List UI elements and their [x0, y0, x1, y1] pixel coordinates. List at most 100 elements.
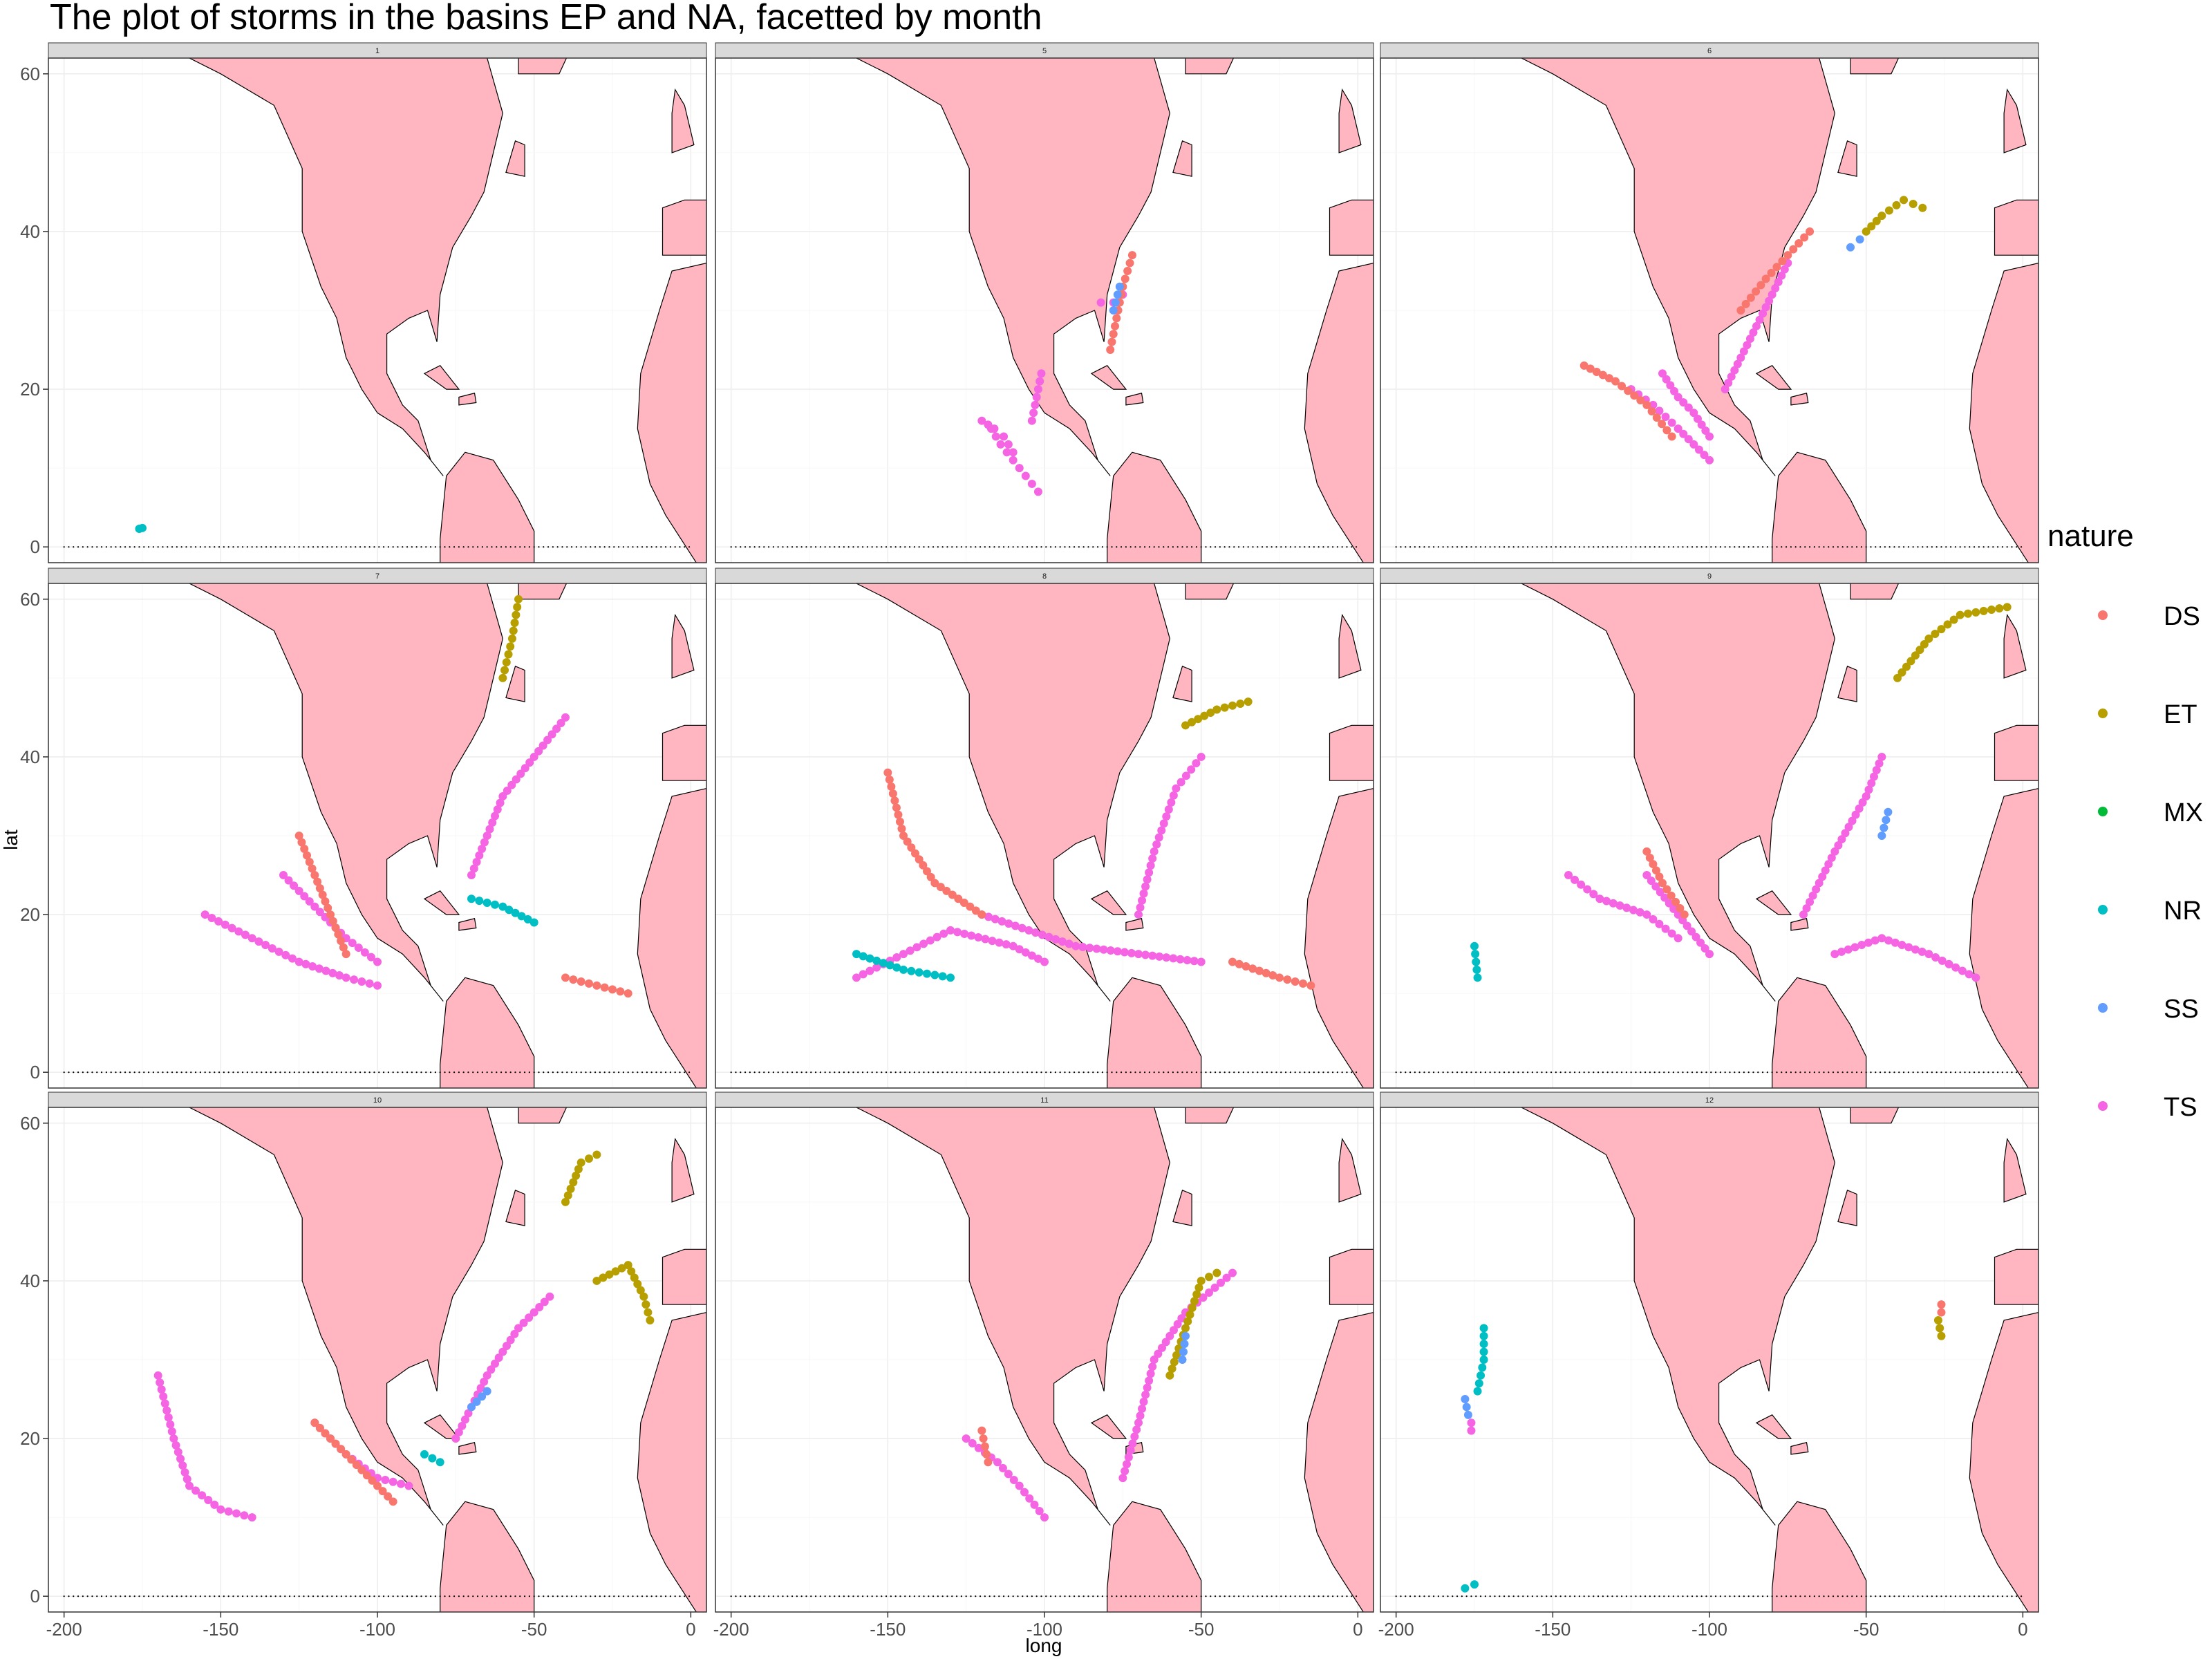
- map-equator-dot: [547, 1071, 550, 1074]
- map-equator-dot: [1954, 1071, 1956, 1074]
- map-equator-dot: [679, 1071, 681, 1074]
- storm-point-ET: [1906, 657, 1915, 666]
- storm-point-TS: [1577, 880, 1586, 889]
- map-equator-dot: [937, 1071, 939, 1074]
- storm-point-TS: [279, 871, 288, 880]
- map-equator-dot: [298, 546, 300, 548]
- storm-point-TS: [1768, 290, 1777, 299]
- map-equator-dot: [1017, 1071, 1019, 1074]
- map-land: [1520, 583, 1835, 1002]
- map-equator-dot: [861, 546, 864, 548]
- storm-point-TS: [1145, 1376, 1154, 1385]
- map-equator-dot: [1860, 1071, 1862, 1074]
- map-equator-dot: [246, 1071, 248, 1074]
- map-equator-dot: [857, 1071, 859, 1074]
- storm-point-DS: [310, 1418, 319, 1427]
- storm-point-TS: [1190, 957, 1199, 966]
- map-equator-dot: [1116, 1595, 1118, 1597]
- map-equator-dot: [810, 1071, 812, 1074]
- map-equator-dot: [988, 546, 991, 548]
- map-equator-dot: [1931, 1595, 1933, 1597]
- map-equator-dot: [167, 1595, 169, 1597]
- map-equator-dot: [1517, 1071, 1519, 1074]
- map-land: [1172, 1189, 1192, 1226]
- map-equator-dot: [1804, 1595, 1806, 1597]
- map-equator-dot: [1630, 546, 1632, 548]
- map-equator-dot: [763, 1595, 765, 1597]
- storm-point-SS: [1109, 306, 1118, 315]
- storm-point-TS: [482, 832, 491, 840]
- facet-panel-border: [48, 583, 707, 1089]
- map-equator-dot: [1355, 546, 1358, 548]
- map-equator-dot: [1409, 1595, 1412, 1597]
- storm-point-TS: [1170, 1326, 1178, 1335]
- map-equator-dot: [1073, 1071, 1076, 1074]
- storm-point-TS: [926, 936, 935, 945]
- storm-point-DS: [1112, 314, 1121, 323]
- map-equator-dot: [547, 1595, 550, 1597]
- map-equator-dot: [1964, 546, 1966, 548]
- map-equator-dot: [1658, 546, 1660, 548]
- storm-point-DS: [561, 973, 570, 982]
- map-equator-dot: [1002, 546, 1005, 548]
- map-land: [1172, 140, 1192, 177]
- map-equator-dot: [1945, 546, 1947, 548]
- map-equator-dot: [984, 1595, 986, 1597]
- storm-point-TS: [366, 953, 375, 962]
- map-equator-dot: [1714, 1071, 1717, 1074]
- map-equator-dot: [857, 1595, 859, 1597]
- storm-point-DS: [1778, 256, 1787, 265]
- map-equator-dot: [740, 1595, 742, 1597]
- storm-point-TS: [153, 1371, 162, 1380]
- storm-point-DS: [979, 1434, 988, 1443]
- storm-point-TS: [1724, 378, 1733, 387]
- map-equator-dot: [1766, 546, 1768, 548]
- map-equator-dot: [1663, 546, 1665, 548]
- map-equator-dot: [1158, 1071, 1160, 1074]
- map-equator-dot: [1479, 546, 1482, 548]
- map-land: [1850, 58, 1900, 75]
- map-equator-dot: [261, 1071, 263, 1074]
- storm-point-ET: [1949, 615, 1958, 624]
- storm-point-TS: [485, 825, 494, 834]
- map-equator-dot: [1045, 1071, 1047, 1074]
- map-land: [1994, 724, 2038, 781]
- storm-point-NR: [428, 1454, 437, 1463]
- map-equator-dot: [1106, 1071, 1108, 1074]
- storm-point-ET: [1979, 606, 1988, 615]
- map-equator-dot: [476, 546, 479, 548]
- map-equator-dot: [1776, 1071, 1778, 1074]
- map-equator-dot: [857, 546, 859, 548]
- map-equator-dot: [1456, 546, 1459, 548]
- storm-point-DS: [1746, 293, 1755, 302]
- map-equator-dot: [590, 1595, 592, 1597]
- storm-point-TS: [1106, 946, 1115, 955]
- map-equator-dot: [261, 1595, 263, 1597]
- map-equator-dot: [1818, 546, 1820, 548]
- map-equator-dot: [1569, 1595, 1571, 1597]
- map-equator-dot: [528, 1071, 530, 1074]
- storm-point-TS: [1655, 406, 1664, 415]
- storm-point-DS: [982, 1450, 991, 1459]
- storm-point-DS: [294, 832, 303, 840]
- storm-point-TS: [1031, 928, 1040, 937]
- storm-point-TS: [1164, 805, 1173, 814]
- map-equator-dot: [453, 1071, 456, 1074]
- storm-point-TS: [1205, 1288, 1213, 1297]
- map-equator-dot: [355, 1595, 357, 1597]
- storm-point-TS: [288, 954, 297, 963]
- map-equator-dot: [91, 546, 93, 548]
- map-equator-dot: [63, 1595, 65, 1597]
- map-equator-dot: [1224, 1595, 1226, 1597]
- storm-point-SS: [1111, 298, 1120, 307]
- map-equator-dot: [402, 1595, 404, 1597]
- map-equator-dot: [1597, 1071, 1600, 1074]
- map-equator-dot: [1973, 1595, 1976, 1597]
- map-equator-dot: [1409, 1071, 1412, 1074]
- storm-point-ET: [1862, 227, 1871, 236]
- map-equator-dot: [1163, 1071, 1165, 1074]
- map-equator-dot: [1318, 1595, 1320, 1597]
- storm-point-TS: [1705, 456, 1714, 465]
- map-equator-dot: [946, 1595, 948, 1597]
